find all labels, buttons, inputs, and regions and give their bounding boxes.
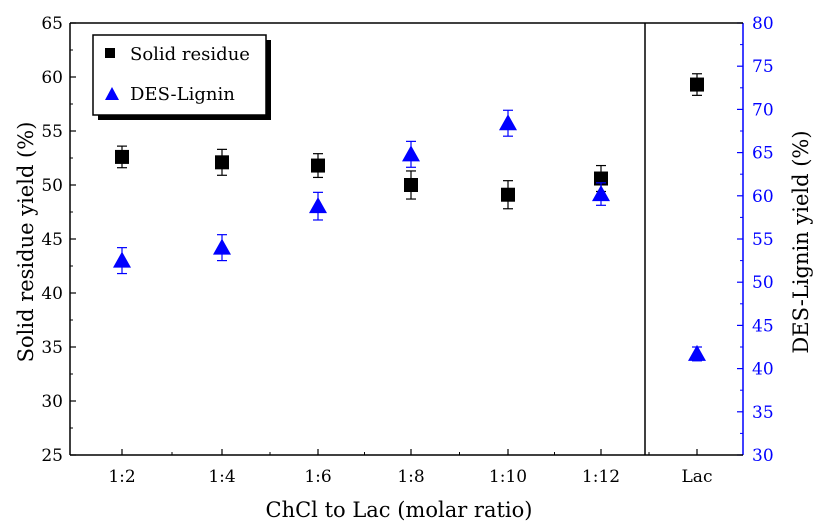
right-tick-label: 65 (752, 144, 774, 164)
bottom-axis: 1:2 1:4 1:6 1:8 1:10 1:12 Lac (70, 22, 743, 487)
right-tick-label: 40 (752, 360, 774, 380)
right-tick-label: 70 (752, 100, 774, 120)
x-tick-label: 1:2 (108, 467, 135, 487)
right-tick-label: 50 (752, 273, 774, 293)
legend-box (92, 34, 267, 116)
left-axis: 25 30 35 40 45 50 55 60 65 (41, 14, 76, 466)
left-tick-label: 35 (41, 338, 63, 358)
legend-label-des-lignin: DES-Lignin (130, 84, 235, 105)
data-point-triangle (213, 238, 231, 255)
x-tick-label: 1:6 (304, 467, 331, 487)
series-solid-residue (115, 73, 704, 210)
x-tick-label: 1:10 (489, 467, 527, 487)
data-point-square (501, 187, 515, 202)
legend-marker-des-lignin (105, 87, 119, 100)
left-tick-label: 40 (41, 284, 63, 304)
right-tick-label: 35 (752, 403, 774, 423)
left-tick-label: 60 (41, 68, 63, 88)
x-axis-title: ChCl to Lac (molar ratio) (266, 498, 533, 522)
x-tick-label: 1:8 (397, 467, 424, 487)
x-tick-label: 1:12 (582, 467, 620, 487)
left-tick-label: 50 (41, 176, 63, 196)
left-tick-label: 55 (41, 122, 63, 142)
data-point-triangle (309, 197, 327, 214)
data-point-triangle (402, 145, 420, 162)
data-point-square (115, 149, 129, 164)
y2-axis-title: DES-Lignin yield (%) (789, 130, 813, 353)
data-point-triangle (499, 114, 517, 131)
legend-marker-solid-residue (105, 48, 115, 58)
right-tick-label: 30 (752, 446, 774, 466)
y-axis-title: Solid residue yield (%) (14, 122, 38, 363)
right-axis: 30 35 40 45 50 55 60 65 70 75 80 (737, 14, 774, 466)
x-tick-label: Lac (682, 467, 713, 487)
right-tick-label: 60 (752, 187, 774, 207)
data-point-square (311, 158, 325, 173)
data-point-square (594, 171, 608, 186)
data-point-square (215, 155, 229, 170)
data-point-square (404, 178, 418, 192)
data-point-triangle (688, 344, 706, 361)
right-tick-label: 75 (752, 57, 774, 77)
x-tick-label: 1:4 (208, 467, 235, 487)
series-des-lignin (113, 109, 706, 362)
left-tick-label: 45 (41, 230, 63, 250)
data-point-triangle (592, 185, 610, 202)
left-tick-label: 30 (41, 392, 63, 412)
right-tick-label: 80 (752, 14, 774, 34)
left-tick-label: 65 (41, 14, 63, 34)
right-tick-label: 45 (752, 316, 774, 336)
data-point-triangle (113, 251, 131, 268)
right-tick-label: 55 (752, 230, 774, 250)
data-marks (113, 73, 706, 362)
left-tick-label: 25 (41, 446, 63, 466)
legend: Solid residue DES-Lignin (92, 34, 271, 120)
legend-label-solid-residue: Solid residue (130, 44, 250, 65)
data-point-square (690, 77, 704, 92)
